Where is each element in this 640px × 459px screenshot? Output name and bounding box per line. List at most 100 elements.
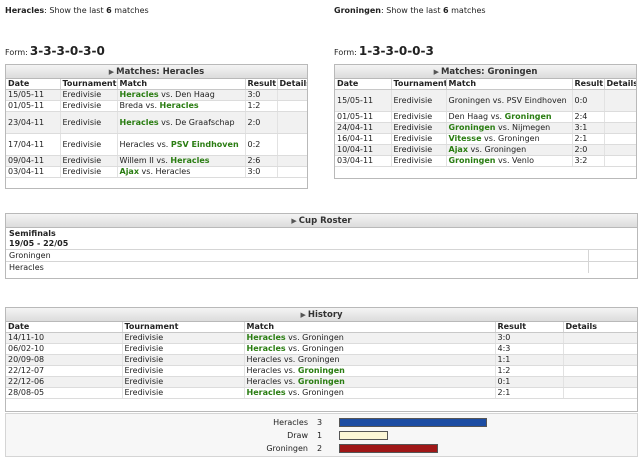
away-team[interactable]: Venlo	[512, 156, 534, 165]
home-team[interactable]: Heracles	[246, 355, 282, 364]
home-team[interactable]: Ajax	[448, 145, 469, 154]
table-row[interactable]: 15/05-11 Eredivisie Groningen vs. PSV Eind…	[335, 89, 636, 112]
cup-team-row[interactable]: Groningen	[6, 249, 637, 261]
table-row[interactable]: 17/04-11 Eredivisie Heracles vs. PSV Eindh…	[6, 133, 307, 156]
left-matches-header[interactable]: ▶ Matches: Heracles	[6, 65, 307, 79]
match-cell[interactable]: Ajax vs. Heracles	[117, 166, 246, 178]
home-team[interactable]: Heracles	[119, 117, 159, 127]
home-team[interactable]: Groningen	[448, 156, 496, 165]
away-team[interactable]: Graafschap	[188, 117, 235, 127]
away-team[interactable]: Heracles	[159, 101, 199, 110]
match-cell[interactable]: Den Haag vs. Groningen	[446, 111, 573, 123]
details-cell[interactable]	[604, 133, 636, 145]
home-team[interactable]: Groningen	[448, 123, 496, 132]
right-matches-header[interactable]: ▶ Matches: Groningen	[335, 65, 636, 79]
home-team[interactable]: Heracles	[246, 388, 286, 397]
match-cell[interactable]: Breda vs. Heracles	[117, 100, 246, 112]
away-team[interactable]: Heracles	[170, 156, 210, 165]
away-team[interactable]: Groningen	[302, 333, 344, 342]
summary-row: Groningen 2	[6, 443, 639, 455]
details-cell[interactable]	[604, 89, 636, 112]
home-team[interactable]: Heracles	[119, 139, 155, 149]
away-team[interactable]: Groningen	[484, 145, 527, 154]
home-team[interactable]: Breda	[119, 101, 144, 110]
match-cell[interactable]: Heracles vs. Groningen	[244, 332, 496, 344]
away-team[interactable]: Groningen	[297, 355, 340, 364]
away-team[interactable]: Nijmegen	[512, 123, 551, 132]
home-team[interactable]: Groningen	[448, 95, 491, 105]
table-row[interactable]: 14/11-10 Eredivisie Heracles vs. Groningen…	[6, 332, 637, 344]
details-cell[interactable]	[604, 144, 636, 156]
details-cell[interactable]	[277, 111, 307, 134]
away-team[interactable]: Groningen	[498, 134, 540, 143]
details-cell[interactable]	[277, 155, 307, 167]
home-team[interactable]: Heracles	[246, 344, 286, 353]
home-team[interactable]: Den Haag	[448, 112, 489, 121]
away-team[interactable]: Groningen	[504, 112, 552, 121]
match-cell[interactable]: Heracles vs. Groningen	[244, 387, 496, 399]
details-cell[interactable]	[563, 332, 637, 344]
match-cell[interactable]: Heracles vs. Groningen	[244, 376, 496, 388]
table-row[interactable]: 06/02-10 Eredivisie Heracles vs. Groningen…	[6, 343, 637, 355]
match-cell[interactable]: Groningen vs. Nijmegen	[446, 122, 573, 134]
table-row[interactable]: 20/09-08 Eredivisie Heracles vs. Groningen…	[6, 354, 637, 366]
home-team[interactable]: Vitesse	[448, 134, 482, 143]
match-cell[interactable]: Vitesse vs. Groningen	[446, 133, 573, 145]
match-cell[interactable]: Heracles vs. Den Haag	[117, 89, 246, 101]
table-row[interactable]: 22/12-06 Eredivisie Heracles vs. Groningen…	[6, 376, 637, 388]
match-cell[interactable]: Heracles vs. Groningen	[244, 343, 496, 355]
summary-bar	[339, 418, 487, 427]
table-row[interactable]: 15/05-11 Eredivisie Heracles vs. Den Haag 3…	[6, 89, 307, 101]
history-header[interactable]: ▶ History	[6, 308, 637, 322]
table-row[interactable]: 01/05-11 Eredivisie Den Haag vs. Groningen…	[335, 111, 636, 123]
match-cell[interactable]: Heracles vs. Groningen	[244, 354, 496, 366]
home-team[interactable]: Ajax	[119, 167, 140, 176]
details-cell[interactable]	[563, 365, 637, 377]
table-row[interactable]: 01/05-11 Eredivisie Breda vs. Heracles 1:2	[6, 100, 307, 112]
table-row[interactable]: 03/04-11 Eredivisie Ajax vs. Heracles 3:0	[6, 166, 307, 178]
right-show-count-link[interactable]: 6	[443, 6, 449, 15]
details-cell[interactable]	[563, 354, 637, 366]
home-team[interactable]: Heracles	[246, 333, 286, 342]
table-row[interactable]: 28/08-05 Eredivisie Heracles vs. Groningen…	[6, 387, 637, 399]
home-team[interactable]: Willem II	[119, 156, 154, 165]
details-cell[interactable]	[604, 155, 636, 167]
away-team[interactable]: PSV Eindhoven	[506, 95, 567, 105]
table-row[interactable]: 22/12-07 Eredivisie Heracles vs. Groningen…	[6, 365, 637, 377]
details-cell[interactable]	[277, 89, 307, 101]
details-cell[interactable]	[604, 122, 636, 134]
away-team[interactable]: Groningen	[302, 388, 344, 397]
details-cell[interactable]	[277, 133, 307, 156]
table-row[interactable]: 03/04-11 Eredivisie Groningen vs. Venlo 3:2	[335, 155, 636, 167]
match-cell[interactable]: Heracles vs. Groningen	[244, 365, 496, 377]
match-cell[interactable]: Heracles vs. PSV Eindhoven	[117, 133, 246, 156]
left-show-count-link[interactable]: 6	[106, 6, 112, 15]
details-cell[interactable]	[563, 376, 637, 388]
away-team[interactable]: Den Haag	[175, 90, 215, 99]
table-row[interactable]: 23/04-11 Eredivisie Heracles vs. De Graafs…	[6, 111, 307, 134]
home-team[interactable]: Heracles	[246, 377, 282, 386]
home-team[interactable]: Heracles	[246, 366, 282, 375]
details-cell[interactable]	[277, 100, 307, 112]
details-cell[interactable]	[563, 387, 637, 399]
details-cell[interactable]	[604, 111, 636, 123]
match-cell[interactable]: Ajax vs. Groningen	[446, 144, 573, 156]
match-cell[interactable]: Groningen vs. Venlo	[446, 155, 573, 167]
table-row[interactable]: 10/04-11 Eredivisie Ajax vs. Groningen 2:0	[335, 144, 636, 156]
away-team[interactable]: PSV Eindhoven	[170, 139, 239, 149]
table-row[interactable]: 09/04-11 Eredivisie Willem II vs. Heracles…	[6, 155, 307, 167]
match-cell[interactable]: Willem II vs. Heracles	[117, 155, 246, 167]
details-cell[interactable]	[563, 343, 637, 355]
away-team[interactable]: Groningen	[297, 366, 345, 375]
away-team[interactable]: Groningen	[297, 377, 345, 386]
table-row[interactable]: 16/04-11 Eredivisie Vitesse vs. Groningen 2…	[335, 133, 636, 145]
match-cell[interactable]: Heracles vs. De Graafschap	[117, 111, 246, 134]
away-team[interactable]: Heracles	[155, 167, 191, 176]
match-cell[interactable]: Groningen vs. PSV Eindhoven	[446, 89, 573, 112]
cup-team-row[interactable]: Heracles	[6, 261, 637, 273]
away-team[interactable]: Groningen	[302, 344, 344, 353]
home-team[interactable]: Heracles	[119, 90, 159, 99]
cup-roster-header[interactable]: ▶ Cup Roster	[6, 214, 637, 228]
details-cell[interactable]	[277, 166, 307, 178]
table-row[interactable]: 24/04-11 Eredivisie Groningen vs. Nijmegen…	[335, 122, 636, 134]
